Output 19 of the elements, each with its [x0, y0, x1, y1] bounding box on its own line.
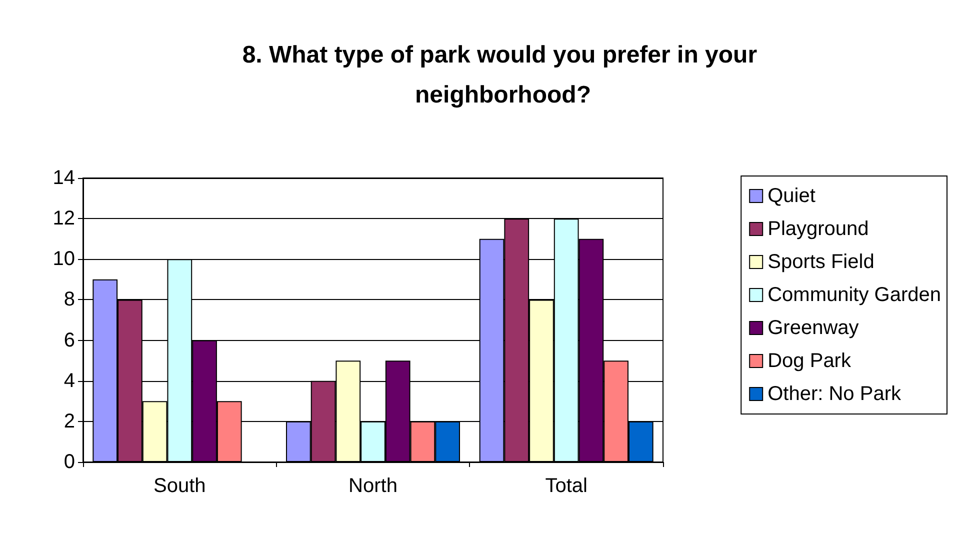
legend-label: Community Garden	[768, 284, 942, 306]
y-tick-label: 6	[64, 329, 75, 352]
y-tick-label: 10	[52, 248, 75, 270]
x-tick-label: Total	[545, 475, 588, 497]
legend-label: Other: No Park	[768, 383, 902, 405]
x-tick-label: North	[348, 475, 398, 497]
y-tick-label: 8	[64, 288, 75, 311]
legend-label: Sports Field	[768, 251, 874, 273]
legend-label: Playground	[768, 218, 869, 240]
chart-title: 8. What type of park would you prefer in your neighborhood?	[242, 42, 764, 108]
y-tick-label: 14	[52, 167, 75, 189]
y-tick-label: 2	[64, 410, 75, 432]
y-tick-label: 12	[52, 208, 75, 230]
y-tick-label: 4	[64, 370, 75, 392]
x-tick-label: South	[154, 475, 206, 497]
legend-label: Dog Park	[768, 350, 852, 372]
legend-label: Greenway	[768, 317, 859, 339]
legend-label: Quiet	[768, 185, 816, 207]
y-tick-label: 0	[64, 451, 75, 473]
